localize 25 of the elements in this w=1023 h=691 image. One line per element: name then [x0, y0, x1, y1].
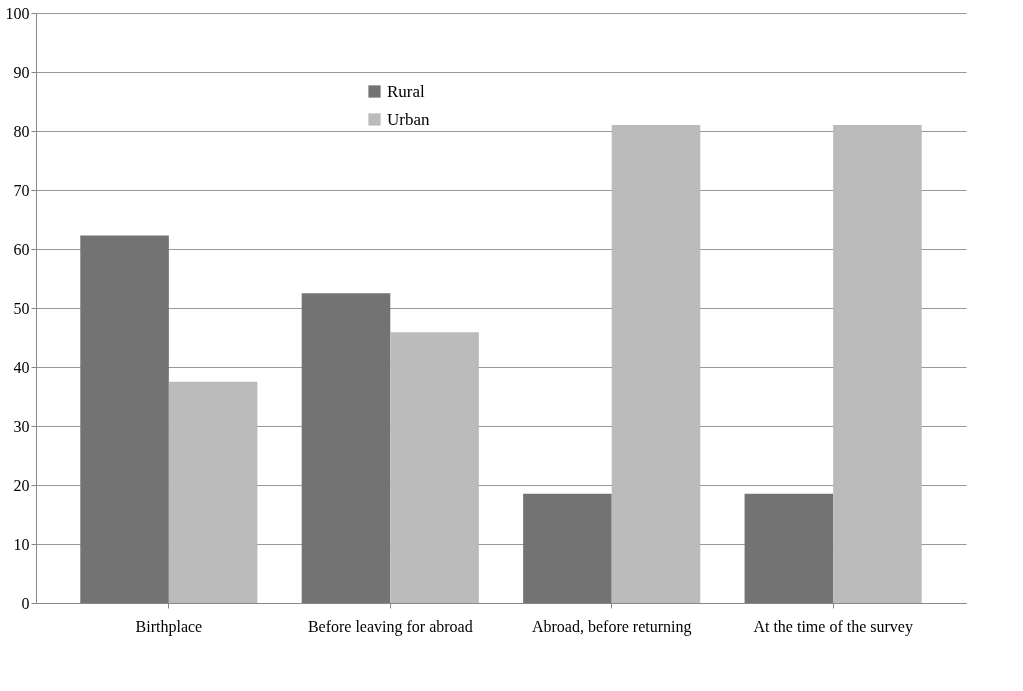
bar	[390, 332, 479, 603]
y-tick-label: 0	[21, 594, 30, 612]
bar	[611, 125, 701, 603]
x-tick-label: Before leaving for abroad	[307, 617, 473, 636]
y-tick-label: 10	[13, 535, 30, 553]
y-tick-label: 100	[5, 4, 30, 22]
y-tick-label: 90	[13, 63, 30, 81]
y-tick-label: 30	[13, 417, 30, 435]
bar	[744, 493, 834, 603]
bar	[80, 235, 169, 603]
x-tick-label: At the time of the survey	[753, 617, 913, 636]
bar	[523, 493, 612, 603]
bar	[301, 293, 391, 603]
bar	[833, 125, 922, 603]
y-tick-label: 70	[13, 181, 30, 199]
x-tick-label: Abroad, before returning	[531, 617, 692, 636]
x-tick-label: Birthplace	[135, 617, 203, 636]
bar	[168, 381, 258, 603]
y-tick-label: 50	[13, 299, 30, 317]
legend-label: Rural	[387, 81, 426, 101]
y-tick-label: 40	[13, 358, 30, 376]
legend-label: Urban	[387, 109, 430, 129]
y-tick-label: 80	[13, 122, 30, 140]
y-tick-label: 60	[13, 240, 30, 258]
y-tick-label: 20	[13, 476, 30, 494]
